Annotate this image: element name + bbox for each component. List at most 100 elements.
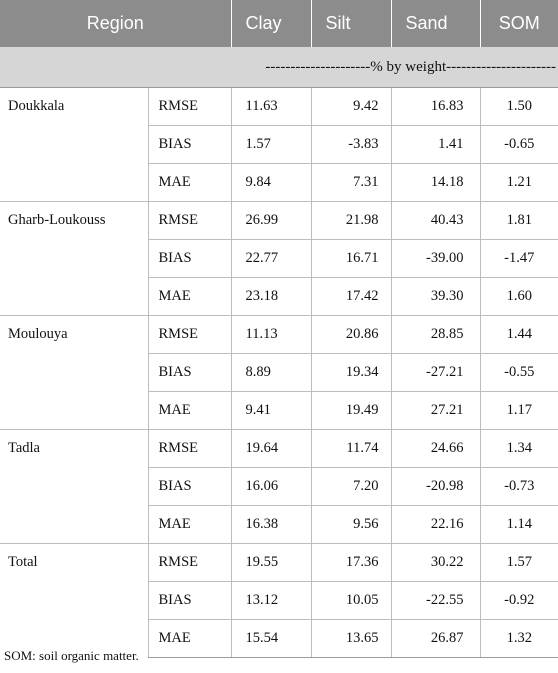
clay-value: 19.55 — [230, 543, 312, 582]
som-value: 1.14 — [479, 505, 558, 544]
sand-value: -20.98 — [390, 467, 481, 506]
clay-value: 8.89 — [230, 353, 312, 392]
metric-cell: BIAS — [147, 467, 232, 506]
unit-label: ---------------------% by weight--------… — [231, 47, 558, 88]
metric-cell: MAE — [147, 277, 232, 316]
silt-value: 17.36 — [310, 543, 392, 582]
table-row: MAE 15.54 13.65 26.87 1.32 — [0, 619, 558, 658]
sand-value: -22.55 — [390, 581, 481, 620]
silt-value: 9.42 — [310, 87, 392, 126]
som-value: 1.50 — [479, 87, 558, 126]
metric-cell: RMSE — [147, 315, 232, 354]
metric-cell: RMSE — [147, 87, 232, 126]
metric-cell: RMSE — [147, 201, 232, 240]
silt-value: 21.98 — [310, 201, 392, 240]
table-row: Gharb-Loukouss RMSE 26.99 21.98 40.43 1.81 — [0, 201, 558, 316]
metric-cell: BIAS — [147, 239, 232, 278]
unit-row-spacer — [0, 47, 232, 88]
header-silt: Silt — [310, 0, 392, 47]
clay-value: 11.63 — [230, 87, 312, 126]
silt-value: 19.49 — [310, 391, 392, 430]
som-value: 1.44 — [479, 315, 558, 354]
sand-value: 28.85 — [390, 315, 481, 354]
som-value: -0.92 — [479, 581, 558, 620]
som-value: -0.65 — [479, 125, 558, 164]
clay-value: 26.99 — [230, 201, 312, 240]
som-value: 1.17 — [479, 391, 558, 430]
silt-value: 16.71 — [310, 239, 392, 278]
footnote: SOM: soil organic matter. — [4, 648, 139, 663]
silt-value: 9.56 — [310, 505, 392, 544]
sand-value: 27.21 — [390, 391, 481, 430]
silt-value: 20.86 — [310, 315, 392, 354]
table-row: Tadla RMSE 19.64 11.74 24.66 1.34 — [0, 429, 558, 544]
clay-value: 19.64 — [230, 429, 312, 468]
table-row: MAE 9.84 7.31 14.18 1.21 — [0, 163, 558, 202]
som-value: -1.47 — [479, 239, 558, 278]
silt-value: 7.31 — [310, 163, 392, 202]
silt-value: 13.65 — [310, 619, 392, 658]
metric-cell: RMSE — [147, 429, 232, 468]
clay-value: 15.54 — [230, 619, 312, 658]
metric-cell: RMSE — [147, 543, 232, 582]
table-row: BIAS 22.77 16.71 -39.00 -1.47 — [0, 239, 558, 278]
silt-value: 10.05 — [310, 581, 392, 620]
table-row: MAE 9.41 19.49 27.21 1.17 — [0, 391, 558, 430]
som-value: 1.57 — [479, 543, 558, 582]
unit-row: ---------------------% by weight--------… — [0, 47, 558, 88]
sand-value: 24.66 — [390, 429, 481, 468]
clay-value: 9.84 — [230, 163, 312, 202]
silt-value: 11.74 — [310, 429, 392, 468]
header-region: Region — [0, 0, 232, 47]
metric-cell: BIAS — [147, 581, 232, 620]
table-body: Doukkala RMSE 11.63 9.42 16.83 1.50 BIAS 1.57 -3… — [0, 87, 558, 658]
clay-value: 16.06 — [230, 467, 312, 506]
som-value: -0.55 — [479, 353, 558, 392]
metric-cell: BIAS — [147, 353, 232, 392]
clay-value: 11.13 — [230, 315, 312, 354]
sand-value: 22.16 — [390, 505, 481, 544]
clay-value: 13.12 — [230, 581, 312, 620]
clay-value: 16.38 — [230, 505, 312, 544]
clay-value: 9.41 — [230, 391, 312, 430]
som-value: 1.81 — [479, 201, 558, 240]
region-cell: Total — [0, 543, 148, 658]
silt-value: 19.34 — [310, 353, 392, 392]
metric-cell: BIAS — [147, 125, 232, 164]
som-value: 1.34 — [479, 429, 558, 468]
clay-value: 22.77 — [230, 239, 312, 278]
metric-cell: MAE — [147, 505, 232, 544]
metric-cell: MAE — [147, 619, 232, 658]
region-cell: Tadla — [0, 429, 148, 544]
table-row: BIAS 1.57 -3.83 1.41 -0.65 — [0, 125, 558, 164]
sand-value: 39.30 — [390, 277, 481, 316]
clay-value: 1.57 — [230, 125, 312, 164]
table-row: BIAS 13.12 10.05 -22.55 -0.92 — [0, 581, 558, 620]
sand-value: -27.21 — [390, 353, 481, 392]
table-row: MAE 16.38 9.56 22.16 1.14 — [0, 505, 558, 544]
table-row: Moulouya RMSE 11.13 20.86 28.85 1.44 — [0, 315, 558, 430]
metric-cell: MAE — [147, 391, 232, 430]
region-cell: Gharb-Loukouss — [0, 201, 148, 316]
som-value: 1.32 — [479, 619, 558, 658]
silt-value: 17.42 — [310, 277, 392, 316]
table-row: Total RMSE 19.55 17.36 30.22 1.57 — [0, 543, 558, 658]
som-value: 1.21 — [479, 163, 558, 202]
table-row: Doukkala RMSE 11.63 9.42 16.83 1.50 — [0, 87, 558, 202]
sand-value: 40.43 — [390, 201, 481, 240]
results-table: Region Clay Silt Sand SOM --------------… — [0, 0, 558, 658]
sand-value: 14.18 — [390, 163, 481, 202]
clay-value: 23.18 — [230, 277, 312, 316]
header-som: SOM — [479, 0, 558, 47]
som-value: 1.60 — [479, 277, 558, 316]
table-row: MAE 23.18 17.42 39.30 1.60 — [0, 277, 558, 316]
header-clay: Clay — [230, 0, 312, 47]
metric-cell: MAE — [147, 163, 232, 202]
header-sand: Sand — [390, 0, 481, 47]
header-row: Region Clay Silt Sand SOM — [0, 0, 558, 47]
sand-value: 30.22 — [390, 543, 481, 582]
region-cell: Moulouya — [0, 315, 148, 430]
silt-value: -3.83 — [310, 125, 392, 164]
sand-value: 16.83 — [390, 87, 481, 126]
sand-value: 26.87 — [390, 619, 481, 658]
